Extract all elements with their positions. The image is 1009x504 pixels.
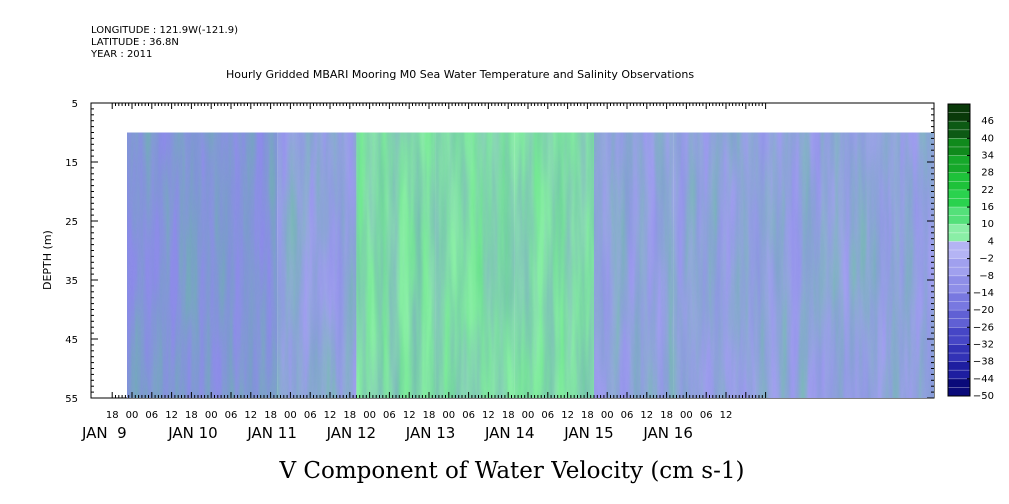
colorbar-tick-label: 40 (981, 133, 994, 144)
x-day-label: JAN 12 (326, 424, 377, 442)
x-hour-tick-label: 12 (244, 410, 257, 421)
y-tick-label: 45 (65, 335, 78, 346)
x-hour-tick-label: 18 (185, 410, 198, 421)
x-day-label: JAN 14 (484, 424, 535, 442)
y-tick-label: 25 (65, 217, 78, 228)
x-day-label: JAN 13 (405, 424, 456, 442)
latitude-label: LATITUDE : 36.8N (91, 37, 179, 48)
x-hour-tick-label: 12 (165, 410, 178, 421)
x-hour-tick-label: 12 (324, 410, 337, 421)
y-tick-label: 35 (65, 276, 78, 287)
x-hour-tick-label: 06 (462, 410, 475, 421)
x-hour-tick-label: 18 (502, 410, 515, 421)
colorbar-tick-label: −50 (973, 391, 994, 402)
colorbar-tick-label: −44 (973, 374, 994, 385)
x-hour-tick-label: 12 (640, 410, 653, 421)
colorbar-tick-label: 10 (981, 219, 994, 230)
x-hour-tick-label: 18 (106, 410, 119, 421)
x-day-label: JAN 15 (563, 424, 614, 442)
colorbar-quantity-label: V Component of Water Velocity (cm s-1) (279, 458, 745, 484)
colorbar-tick-label: −2 (979, 254, 994, 265)
colorbar-tick-label: −32 (973, 339, 994, 350)
y-axis-label: DEPTH (m) (41, 230, 54, 290)
longitude-label: LONGITUDE : 121.9W(-121.9) (91, 25, 238, 36)
colorbar-tick-label: −26 (973, 322, 994, 333)
x-hour-tick-label: 06 (383, 410, 396, 421)
x-hour-tick-label: 06 (304, 410, 317, 421)
x-hour-tick-label: 12 (561, 410, 574, 421)
x-hour-tick-label: 18 (343, 410, 356, 421)
x-hour-tick-label: 12 (403, 410, 416, 421)
x-hour-tick-label: 00 (126, 410, 139, 421)
x-hour-tick-label: 06 (700, 410, 713, 421)
x-hour-tick-label: 18 (581, 410, 594, 421)
colorbar-tick-label: 16 (981, 202, 994, 213)
colorbar-tick-label: 22 (981, 185, 994, 196)
x-day-label: JAN 11 (246, 424, 297, 442)
heatmap-texture-blue (127, 132, 934, 398)
x-day-label: JAN 16 (642, 424, 693, 442)
x-hour-tick-label: 00 (363, 410, 376, 421)
x-hour-tick-label: 00 (205, 410, 218, 421)
x-day-label: JAN 10 (167, 424, 218, 442)
y-tick-label: 5 (72, 99, 78, 110)
x-hour-tick-label: 06 (145, 410, 158, 421)
x-hour-tick-label: 12 (720, 410, 733, 421)
x-hour-tick-label: 18 (423, 410, 436, 421)
x-hour-tick-label: 06 (225, 410, 238, 421)
x-hour-tick-label: 06 (621, 410, 634, 421)
colorbar-tick-label: 46 (981, 116, 994, 127)
colorbar-tick-label: −14 (973, 288, 994, 299)
x-hour-tick-label: 06 (541, 410, 554, 421)
colorbar-tick-label: 28 (981, 168, 994, 179)
colorbar-tick-label: −38 (973, 357, 994, 368)
x-hour-tick-label: 00 (442, 410, 455, 421)
chart-title: Hourly Gridded MBARI Mooring M0 Sea Wate… (226, 68, 695, 81)
colorbar-tick-label: 34 (981, 151, 994, 162)
colorbar-tick-label: −20 (973, 305, 994, 316)
x-hour-tick-label: 18 (264, 410, 277, 421)
x-hour-tick-label: 00 (522, 410, 535, 421)
y-tick-label: 15 (65, 158, 78, 169)
x-hour-tick-label: 00 (284, 410, 297, 421)
heatmap-field (127, 132, 934, 398)
colorbar-frame (947, 103, 971, 397)
colorbar-tick-label: −8 (979, 271, 994, 282)
colorbar: 46 40 34 28 22 16 10 4 −2 −8 −14 −20 −26 −32 −38 −44 −50 (947, 103, 994, 402)
axes: 18 00 06 12 18 00 06 12 18 00 06 12 18 00 06 12 18 00 06 12… (65, 99, 934, 442)
colorbar-tick-label: 4 (988, 236, 994, 247)
x-hour-tick-label: 00 (601, 410, 614, 421)
y-tick-label: 55 (65, 394, 78, 405)
x-hour-tick-label: 18 (660, 410, 673, 421)
x-hour-tick-label: 12 (482, 410, 495, 421)
x-day-label: JAN 9 (81, 424, 127, 442)
x-hour-tick-label: 00 (680, 410, 693, 421)
year-label: YEAR : 2011 (91, 49, 153, 60)
